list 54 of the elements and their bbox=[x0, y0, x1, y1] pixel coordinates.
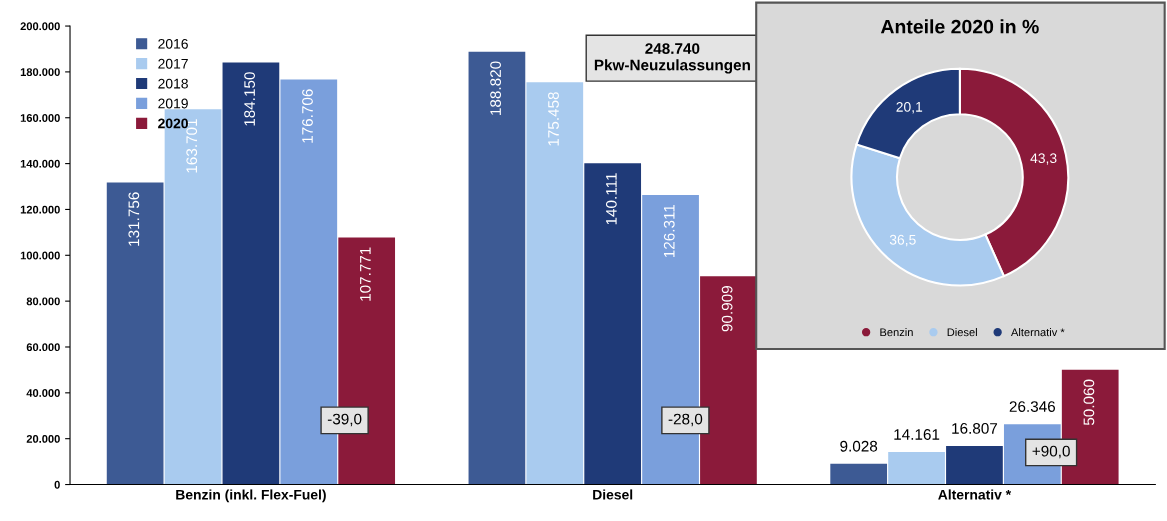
y-tick-label: 120.000 bbox=[20, 205, 60, 214]
x-tick-label: Diesel bbox=[593, 489, 633, 500]
data-label: 36,5 bbox=[889, 234, 916, 247]
legend-label: 2019 bbox=[158, 98, 188, 109]
bar bbox=[830, 463, 888, 485]
y-tick-label: 140.000 bbox=[20, 159, 60, 168]
y-tick-label: 80.000 bbox=[26, 297, 60, 306]
legend-label: 2016 bbox=[158, 38, 188, 49]
data-label: 188.820 bbox=[490, 61, 502, 115]
bar bbox=[946, 446, 1003, 485]
data-label: 16.807 bbox=[952, 422, 998, 434]
legend-label: 2020 bbox=[158, 118, 188, 129]
data-label: 20,1 bbox=[896, 101, 923, 114]
legend-label: Diesel bbox=[947, 328, 977, 337]
y-tick-label: 20.000 bbox=[26, 434, 60, 443]
legend-label: 2017 bbox=[158, 58, 188, 69]
x-tick-label: Benzin (inkl. Flex-Fuel) bbox=[176, 489, 326, 503]
bar bbox=[106, 182, 164, 485]
data-label: 176.706 bbox=[302, 89, 313, 143]
y-tick-label: 200.000 bbox=[20, 22, 60, 31]
data-label: 14.161 bbox=[894, 429, 940, 440]
bar bbox=[526, 82, 584, 485]
data-label: 43,3 bbox=[1030, 153, 1057, 165]
bar bbox=[584, 163, 642, 485]
bar bbox=[700, 276, 757, 485]
data-label: 175.458 bbox=[548, 92, 559, 146]
x-tick-label: Alternativ * bbox=[938, 489, 1012, 500]
annotation: -28,0 bbox=[668, 413, 703, 427]
data-label: 9.028 bbox=[840, 440, 878, 452]
chart-title: Anteile 2020 in % bbox=[880, 19, 1039, 34]
annotation: +90,0 bbox=[1032, 445, 1070, 459]
data-label: 107.771 bbox=[359, 247, 371, 301]
legend-label: Benzin bbox=[880, 328, 913, 337]
y-tick-label: 40.000 bbox=[26, 389, 60, 397]
data-label: 26.346 bbox=[1009, 401, 1056, 412]
data-label: 131.756 bbox=[128, 192, 140, 246]
data-label: 90.909 bbox=[721, 286, 733, 332]
bar bbox=[888, 452, 945, 485]
legend-label: Alternativ * bbox=[1011, 328, 1065, 337]
data-label: 126.311 bbox=[663, 204, 675, 258]
bar bbox=[222, 62, 280, 485]
y-tick-label: 100.000 bbox=[20, 251, 60, 260]
annotation: 248.740 Pkw-Neuzulassungen bbox=[594, 43, 750, 74]
legend-label: 2018 bbox=[158, 78, 188, 89]
data-label: 50.060 bbox=[1083, 379, 1095, 426]
y-tick-label: 0 bbox=[54, 480, 60, 489]
data-label: 184.150 bbox=[244, 72, 256, 126]
annotation: -39,0 bbox=[327, 413, 362, 427]
y-tick-label: 160.000 bbox=[20, 114, 60, 122]
y-tick-label: 180.000 bbox=[20, 68, 60, 77]
data-label: 163.701 bbox=[186, 119, 198, 173]
bar bbox=[468, 51, 526, 485]
y-tick-label: 60.000 bbox=[26, 343, 60, 352]
data-label: 140.111 bbox=[605, 173, 617, 225]
